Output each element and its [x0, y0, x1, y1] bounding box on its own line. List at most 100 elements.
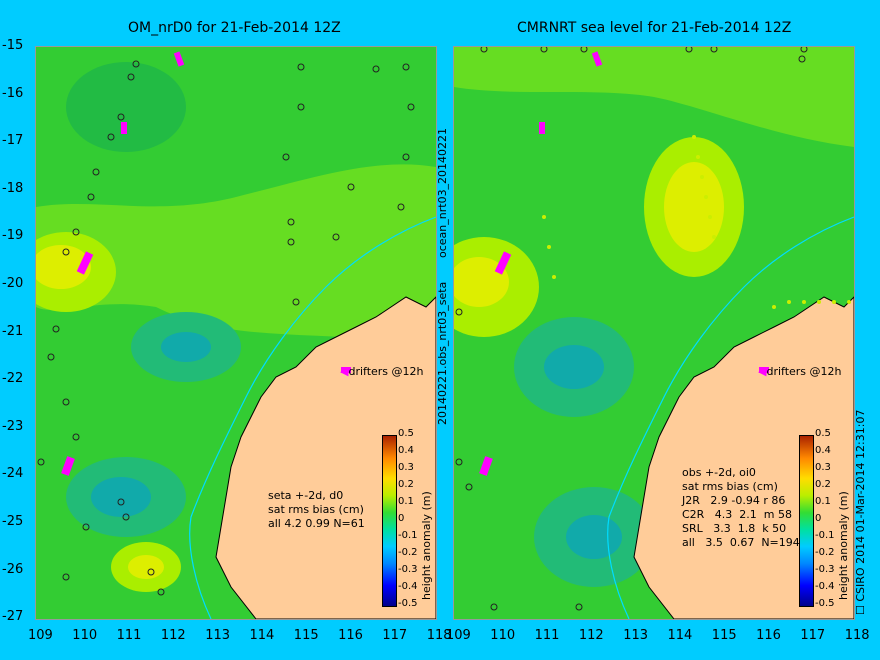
- land-mass: [215, 296, 436, 619]
- stats-line: all 4.2 0.99 N=61: [268, 517, 365, 530]
- drifter-arrow-icon: ◀: [340, 365, 349, 378]
- warm-eddy-west-inner: [454, 257, 509, 307]
- x-tick-label: 117: [382, 628, 408, 643]
- colorbar-tick-label: 0.2: [398, 479, 414, 490]
- x-tick-label: 116: [756, 628, 781, 643]
- cold-eddy-inner: [161, 332, 211, 362]
- x-tick-label: 113: [205, 628, 231, 643]
- y-tick-label: -25: [2, 514, 24, 529]
- x-tick-label: 112: [160, 628, 186, 643]
- side-label-bottom: 20140221.obs_nrt03_seta: [436, 281, 449, 425]
- y-tick-label: -21: [2, 323, 24, 339]
- colorbar-tick-label: 0.1: [398, 496, 414, 507]
- colorbar-tick-label: -0.4: [398, 581, 418, 592]
- colorbar-tick-label: 0.3: [815, 462, 831, 473]
- colorbar-tick-label: -0.5: [398, 598, 418, 609]
- stats-line: all 3.5 0.67 N=194: [682, 536, 800, 549]
- stats-line: sat rms bias (cm): [268, 503, 364, 516]
- stats-line: sat rms bias (cm): [682, 480, 778, 493]
- stats-line: C2R 4.3 2.1 m 58: [682, 508, 792, 521]
- anomaly-band-top: [454, 47, 854, 147]
- colorbar-tick-label: 0.2: [815, 479, 831, 490]
- warm-eddy-inner: [36, 245, 91, 289]
- left-map-svg: [36, 47, 436, 619]
- x-tick-label: 115: [293, 628, 319, 643]
- colorbar-tick-label: 0: [815, 513, 822, 524]
- right-panel-title: CMRNRT sea level for 21-Feb-2014 12Z: [517, 20, 792, 36]
- colorbar-tick-label: -0.3: [815, 564, 835, 575]
- y-tick-label: -18: [2, 180, 24, 196]
- left-colorbar: [382, 435, 397, 607]
- observation-points: [37, 60, 415, 596]
- x-tick-label: 115: [711, 628, 737, 643]
- y-tick-label: -27: [2, 609, 24, 625]
- x-tick-label: 114: [249, 628, 275, 643]
- colorbar-tick-label: -0.1: [398, 530, 418, 541]
- x-tick-label: 110: [490, 628, 516, 643]
- x-tick-label: 118: [426, 628, 452, 643]
- x-tick-label: 109: [28, 628, 53, 643]
- x-tick-label: 110: [72, 628, 98, 643]
- left-colorbar-title: height anomaly (m): [420, 491, 433, 600]
- cold-eddy-south-inner: [91, 477, 151, 517]
- cold-eddy-inner: [544, 345, 604, 389]
- y-tick-label: -24: [2, 466, 24, 482]
- colorbar-tick-label: 0.3: [398, 462, 414, 473]
- y-tick-label: -19: [2, 228, 24, 244]
- drifter-arrow-icon: ◀: [758, 365, 767, 378]
- x-tick-label: 109: [446, 628, 471, 643]
- y-tick-label: -26: [2, 561, 24, 577]
- stats-line: SRL 3.3 1.8 k 50: [682, 522, 787, 535]
- colorbar-tick-label: 0.5: [398, 428, 414, 439]
- drifter-tracks: [479, 51, 769, 476]
- colorbar-tick-label: -0.2: [398, 547, 418, 558]
- right-stats-box: obs +-2d, oi0 sat rms bias (cm) J2R 2.9 -0…: [682, 466, 800, 550]
- colorbar-tick-label: 0: [398, 513, 405, 524]
- colorbar-tick-label: 0.4: [815, 445, 831, 456]
- observation-points: [455, 47, 808, 611]
- credit-label: ☐ CSIRO 2014 01-Mar-2014 12:31:07: [854, 409, 867, 615]
- drifter-tracks: [61, 51, 351, 476]
- colorbar-tick-label: -0.3: [398, 564, 418, 575]
- side-label-top: ocean_nrt03_20140221: [436, 127, 449, 258]
- warm-eddy-south-core: [128, 555, 164, 579]
- stats-line: seta +-2d, d0: [268, 489, 344, 502]
- y-tick-label: -16: [2, 85, 24, 101]
- anomaly-band: [36, 164, 436, 347]
- colorbar-tick-label: -0.1: [815, 530, 835, 541]
- y-tick-label: -20: [2, 276, 24, 291]
- x-tick-label: 113: [623, 628, 649, 643]
- left-map-panel: [35, 46, 437, 620]
- y-tick-label: -15: [2, 38, 24, 53]
- x-tick-label: 112: [578, 628, 604, 643]
- y-tick-label: -23: [2, 418, 24, 434]
- left-panel-title: OM_nrD0 for 21-Feb-2014 12Z: [128, 20, 341, 36]
- x-tick-label: 117: [800, 628, 826, 643]
- left-stats-box: seta +-2d, d0 sat rms bias (cm) all 4.2 0.…: [268, 489, 365, 531]
- stats-line: obs +-2d, oi0: [682, 466, 756, 479]
- colorbar-tick-label: -0.5: [815, 598, 835, 609]
- credit-box-icon: ☐: [854, 605, 867, 615]
- y-tick-label: -22: [2, 371, 24, 387]
- left-drifter-label: ◀drifters @12h: [340, 365, 424, 378]
- colorbar-tick-label: -0.4: [815, 581, 835, 592]
- x-tick-label: 118: [844, 628, 870, 643]
- satellite-track-points: [542, 135, 851, 309]
- isobath-line: [189, 216, 436, 619]
- y-tick-label: -17: [2, 133, 24, 149]
- x-tick-label: 111: [116, 628, 142, 643]
- isobath-line: [607, 216, 854, 619]
- x-tick-label: 114: [667, 628, 693, 643]
- colorbar-tick-label: 0.4: [398, 445, 414, 456]
- right-colorbar-title: height anomaly (m): [837, 491, 850, 600]
- warm-eddy-north-inner: [664, 162, 724, 252]
- colorbar-tick-label: 0.5: [815, 428, 831, 439]
- colorbar-tick-label: 0.1: [815, 496, 831, 507]
- right-drifter-label: ◀drifters @12h: [758, 365, 842, 378]
- stats-line: J2R 2.9 -0.94 r 86: [682, 494, 786, 507]
- right-colorbar: [799, 435, 814, 607]
- colorbar-tick-label: -0.2: [815, 547, 835, 558]
- cold-eddy-south-inner: [566, 515, 622, 559]
- cool-area-top: [66, 62, 186, 152]
- x-tick-label: 111: [534, 628, 560, 643]
